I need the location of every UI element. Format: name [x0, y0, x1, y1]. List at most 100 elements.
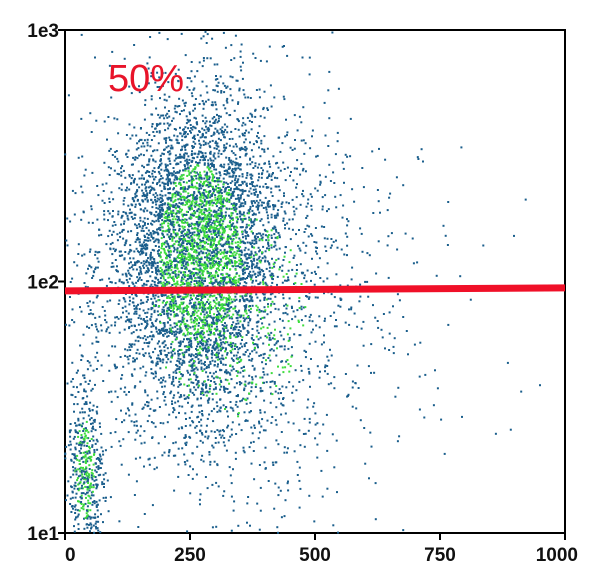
- data-point: [183, 186, 186, 189]
- data-point: [199, 430, 202, 433]
- data-point: [203, 233, 206, 236]
- data-point: [189, 294, 192, 297]
- data-point: [159, 320, 161, 323]
- data-point: [258, 185, 261, 188]
- data-point: [194, 202, 197, 205]
- data-point: [251, 115, 254, 118]
- data-point: [276, 283, 278, 286]
- data-point: [172, 181, 175, 184]
- data-point: [145, 326, 147, 329]
- data-point: [252, 221, 255, 224]
- data-point: [225, 406, 228, 408]
- data-point: [228, 193, 230, 196]
- data-point: [215, 270, 217, 273]
- data-point: [310, 233, 313, 236]
- data-point: [193, 333, 196, 335]
- data-point: [205, 100, 207, 103]
- data-point: [321, 196, 324, 199]
- data-point: [240, 43, 243, 46]
- data-point: [220, 207, 223, 210]
- data-point: [211, 359, 214, 362]
- data-point: [212, 164, 215, 166]
- data-point: [220, 214, 223, 217]
- data-point: [214, 78, 217, 81]
- data-point: [83, 174, 86, 177]
- data-point: [218, 177, 221, 180]
- data-point: [212, 187, 215, 190]
- data-point: [256, 266, 259, 269]
- data-point: [215, 346, 218, 349]
- data-point: [174, 192, 177, 194]
- data-point: [204, 323, 207, 326]
- data-point: [267, 357, 270, 359]
- data-point: [236, 316, 239, 319]
- data-point: [104, 319, 107, 321]
- data-point: [178, 171, 181, 174]
- data-point: [203, 181, 205, 184]
- data-point: [142, 264, 145, 267]
- data-point: [170, 390, 173, 393]
- data-point: [157, 113, 160, 116]
- data-point: [206, 339, 208, 342]
- data-point: [130, 230, 133, 233]
- data-point: [149, 335, 151, 338]
- data-point: [159, 208, 162, 211]
- data-point: [174, 369, 177, 372]
- data-point: [219, 238, 222, 241]
- data-point: [195, 366, 198, 369]
- data-point: [206, 178, 209, 181]
- data-point: [181, 208, 183, 211]
- data-point: [286, 166, 289, 169]
- data-point: [148, 171, 151, 173]
- data-point: [166, 421, 169, 424]
- data-point: [210, 201, 213, 204]
- data-point: [180, 249, 183, 252]
- data-point: [134, 203, 137, 206]
- data-point: [173, 394, 176, 397]
- data-point: [237, 244, 240, 247]
- data-point: [215, 252, 218, 255]
- data-point: [238, 309, 241, 312]
- data-point: [195, 425, 198, 428]
- data-point: [181, 238, 183, 241]
- data-point: [200, 37, 203, 40]
- data-point: [239, 400, 242, 403]
- data-point: [387, 276, 390, 279]
- data-point: [184, 263, 187, 266]
- data-point: [218, 213, 221, 216]
- data-point: [151, 335, 154, 338]
- data-point: [236, 213, 239, 216]
- data-point: [98, 315, 101, 318]
- data-point: [156, 213, 159, 216]
- data-point: [173, 170, 176, 173]
- data-point: [229, 247, 232, 250]
- data-point: [163, 236, 165, 239]
- data-point: [194, 277, 197, 280]
- data-point: [161, 152, 164, 155]
- data-point: [136, 232, 139, 235]
- data-point: [163, 322, 166, 324]
- data-point: [213, 460, 216, 463]
- data-point: [166, 233, 169, 236]
- data-point: [212, 306, 215, 309]
- data-point: [244, 271, 246, 274]
- data-point: [203, 293, 206, 296]
- data-point: [286, 313, 289, 316]
- data-point: [101, 199, 104, 202]
- data-point: [249, 182, 252, 185]
- data-point: [203, 103, 206, 106]
- data-point: [176, 210, 179, 212]
- data-point: [167, 351, 170, 354]
- data-point: [218, 269, 221, 272]
- data-point: [149, 239, 152, 242]
- data-point: [299, 334, 302, 337]
- data-point: [233, 227, 236, 230]
- data-point: [133, 343, 136, 346]
- data-point: [206, 437, 209, 440]
- data-point: [246, 172, 249, 174]
- data-point: [191, 477, 194, 480]
- data-point: [242, 121, 245, 124]
- data-point: [148, 263, 151, 266]
- data-point: [226, 250, 229, 253]
- data-point: [349, 155, 352, 158]
